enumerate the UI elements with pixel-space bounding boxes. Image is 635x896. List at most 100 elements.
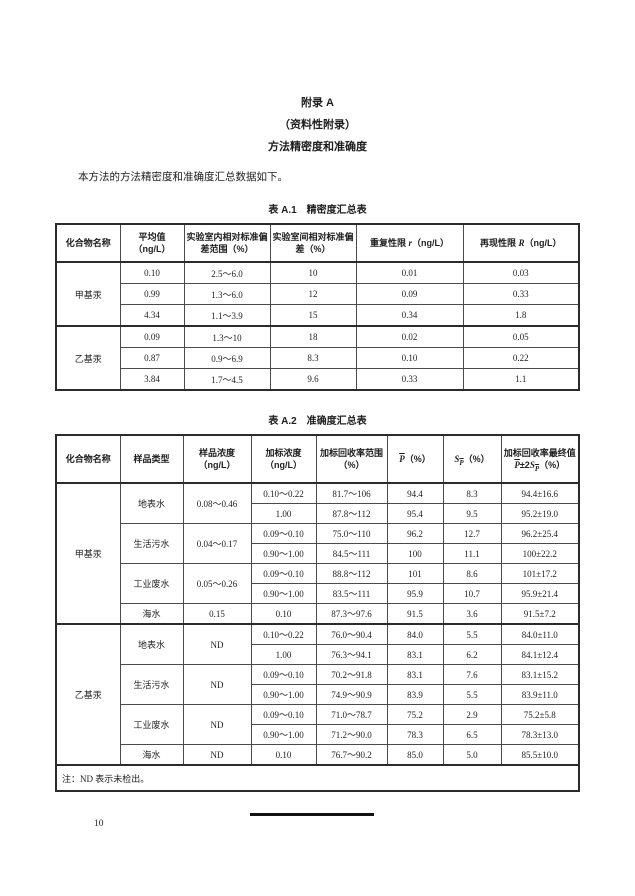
mean-recovery-symbol: P (514, 460, 520, 470)
value-cell: 15 (269, 304, 357, 327)
value-cell: 1.1～3.9 (183, 304, 271, 327)
sample-type-cell: 生活污水 (119, 664, 184, 705)
value-cell: 5.5 (442, 623, 502, 645)
value-cell: 2.9 (442, 704, 502, 725)
header-unit: （%） (404, 454, 431, 464)
value-cell: 83.1 (386, 644, 444, 665)
header-cell: 加标回收率范围（%） (315, 434, 388, 484)
header-cell: 样品浓度（ng/L） (182, 434, 252, 484)
value-cell: 0.87 (119, 347, 185, 369)
value-cell: 76.3～94.1 (315, 644, 388, 665)
value-cell: 91.5±7.2 (500, 603, 580, 625)
value-cell: 0.09～0.10 (250, 704, 317, 725)
value-cell: 101 (386, 563, 444, 584)
stddev-symbol: S (529, 460, 535, 470)
header-cell: 样品类型 (119, 434, 184, 484)
value-cell: 0.09～0.10 (250, 563, 317, 584)
value-cell: 96.2±25.4 (500, 523, 580, 544)
sample-type-cell: 工业废水 (119, 704, 184, 745)
header-cell: 重复性限 r（ng/L） (355, 223, 464, 263)
value-cell: 75.0～110 (315, 523, 388, 544)
appendix-title: 附录 A (301, 97, 334, 109)
value-cell: 8.3 (442, 482, 502, 504)
value-cell: 8.3 (269, 347, 357, 369)
table-row: 工业废水 ND 0.09～0.10 71.0～78.7 75.2 2.9 75.… (56, 704, 580, 745)
header-cell: 加标回收率最终值P±2SP（%） (500, 434, 580, 484)
header-text: 再现性限 (479, 238, 519, 248)
value-cell: 78.3±13.0 (500, 724, 580, 745)
value-cell: 0.90～1.00 (250, 543, 317, 564)
sample-conc-cell: ND (182, 744, 252, 766)
table-row: 3.84 1.7～4.5 9.6 0.33 1.1 (56, 368, 580, 391)
header-cell: 实验室内相对标准偏差范围（%） (183, 223, 271, 263)
value-cell: 0.09 (355, 283, 464, 305)
value-cell: 1.8 (462, 304, 580, 327)
mean-recovery-symbol: P (399, 454, 405, 464)
value-cell: 101±17.2 (500, 563, 580, 584)
header-unit: （%） (463, 454, 490, 464)
value-cell: 9.5 (442, 503, 502, 524)
sample-type-cell: 地表水 (119, 482, 184, 524)
value-cell: 71.2～90.0 (315, 724, 388, 745)
header-cell: 加标浓度（ng/L） (250, 434, 317, 484)
value-cell: 11.1 (442, 543, 502, 564)
value-cell: 83.1 (386, 664, 444, 685)
value-cell: 0.34 (355, 304, 464, 327)
value-cell: 95.9±21.4 (500, 583, 580, 604)
sample-conc-cell: ND (182, 623, 252, 665)
value-cell: 75.2±5.8 (500, 704, 580, 725)
value-cell: 84.5～111 (315, 543, 388, 564)
table-row: 0.90～1.00 83.5～111 95.9 10.7 95.9±21.4 (56, 583, 580, 604)
header-cell: 平均值（ng/L） (119, 223, 185, 263)
value-cell: 0.33 (355, 368, 464, 391)
sample-type-cell: 地表水 (119, 623, 184, 665)
value-cell: 0.09～0.10 (250, 523, 317, 544)
table2-header-row: 化合物名称 样品类型 样品浓度（ng/L） 加标浓度（ng/L） 加标回收率范围… (55, 434, 580, 484)
reproducibility-symbol: R (518, 238, 525, 248)
value-cell: 70.2～91.8 (315, 664, 388, 685)
compound-cell: 甲基汞 (55, 482, 121, 625)
value-cell: 5.0 (442, 744, 502, 766)
value-cell: 10 (269, 261, 357, 284)
sample-conc-cell: 0.15 (182, 603, 252, 625)
table-note-row: 注：ND 表示未检出。 (55, 764, 580, 792)
value-cell: 9.6 (269, 368, 357, 391)
repeatability-symbol: r (408, 238, 413, 248)
header-cell: SP（%） (442, 434, 502, 484)
value-cell: 0.90～1.00 (250, 724, 317, 745)
sample-conc-cell: 0.08～0.46 (182, 482, 252, 524)
table-row: 0.90～1.00 71.2～90.0 78.3 6.5 78.3±13.0 (56, 724, 580, 745)
value-cell: 87.8～112 (315, 503, 388, 524)
value-cell: 88.8～112 (315, 563, 388, 584)
value-cell: 95.9 (386, 583, 444, 604)
value-cell: 84.0±11.0 (500, 623, 580, 645)
header-cell: 再现性限 R（ng/L） (462, 223, 580, 263)
header-cell: 化合物名称 (55, 223, 121, 263)
value-cell: 0.10～0.22 (250, 482, 317, 504)
header-cell: P（%） (386, 434, 444, 484)
value-cell: 4.34 (119, 304, 185, 327)
sample-conc-cell: 0.05～0.26 (182, 563, 252, 604)
intro-paragraph: 本方法的方法精密度和准确度汇总数据如下。 (78, 172, 288, 183)
value-cell: 10.7 (442, 583, 502, 604)
value-cell: 1.00 (250, 644, 317, 665)
sample-type-cell: 海水 (119, 603, 184, 625)
value-cell: 83.1±15.2 (500, 664, 580, 685)
header-unit: （%） (539, 460, 566, 470)
value-cell: 3.6 (442, 603, 502, 625)
page-number: 10 (94, 819, 104, 829)
value-cell: 84.0 (386, 623, 444, 645)
value-cell: 7.6 (442, 664, 502, 685)
precision-table: 化合物名称 平均值（ng/L） 实验室内相对标准偏差范围（%） 实验室间相对标准… (55, 223, 580, 391)
value-cell: 0.22 (462, 347, 580, 369)
value-cell: 100±22.2 (500, 543, 580, 564)
table1-caption: 表 A.1 精密度汇总表 (268, 205, 367, 216)
compound-cell: 乙基汞 (55, 623, 121, 766)
value-cell: 87.3～97.6 (315, 603, 388, 625)
value-cell: 74.9～90.9 (315, 684, 388, 705)
appendix-heading-block: 附录 A （资料性附录） 方法精密度和准确度 (0, 92, 635, 158)
table-row: 0.99 1.3～6.0 12 0.09 0.33 (56, 283, 580, 305)
value-cell: 5.5 (442, 684, 502, 705)
value-cell: 76.7～90.2 (315, 744, 388, 766)
table2-caption: 表 A.2 准确度汇总表 (268, 416, 367, 427)
